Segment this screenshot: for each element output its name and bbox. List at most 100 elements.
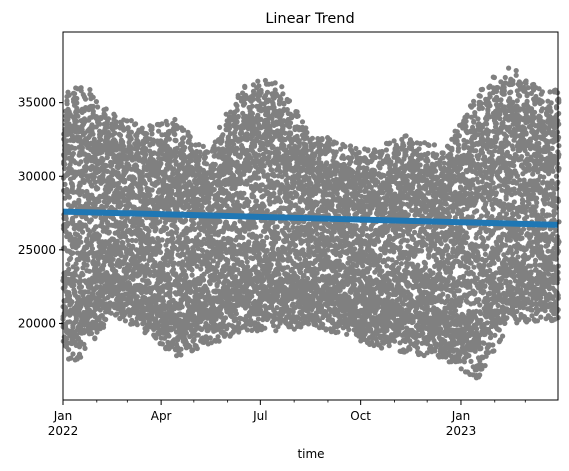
scatter-point [66,92,72,98]
scatter-point [66,194,72,200]
scatter-point [272,80,278,86]
scatter-point [189,267,195,273]
scatter-point [84,262,90,268]
scatter-point [271,323,277,329]
scatter-point [222,315,229,321]
scatter-point [70,183,76,189]
scatter-point [87,229,93,235]
scatter-point [98,136,104,143]
scatter-point [268,150,274,156]
scatter-point [95,185,101,192]
scatter-point [62,195,68,201]
scatter-point [104,155,110,161]
scatter-point [78,159,84,165]
scatter-point [128,136,134,142]
scatter-point [90,131,96,137]
scatter-point [77,182,83,188]
scatter-point [234,146,240,152]
scatter-point [71,282,77,288]
scatter-point [276,164,282,170]
chart-title: Linear Trend [265,11,354,27]
scatter-point [146,280,152,286]
scatter-point [187,134,193,140]
scatter-point [256,83,262,89]
scatter-point [87,87,93,93]
scatter-point [278,96,284,102]
scatter-point [189,272,195,278]
scatter-point [172,131,178,137]
scatter-point [246,239,252,245]
scatter-point [70,351,76,357]
scatter-point [260,168,266,175]
scatter-point [102,112,108,118]
scatter-point [80,229,86,235]
scatter-point [157,249,164,255]
scatter-point [149,187,155,193]
scatter-point [67,319,73,325]
scatter-point [74,95,80,102]
scatter-point [89,246,95,252]
scatter-point [169,188,175,194]
scatter-point [122,318,128,324]
scatter-point [275,230,281,236]
scatter-point [236,320,242,326]
scatter-point [271,190,277,197]
scatter-point [121,143,127,149]
scatter-point [249,103,255,109]
scatter-point [128,118,134,124]
scatter-point [199,248,206,254]
scatter-point [70,250,76,256]
scatter-point [166,333,172,339]
scatter-point [170,235,176,242]
scatter-point [276,271,282,277]
scatter-point [170,266,177,272]
scatter-point [95,261,101,267]
scatter-point [173,159,179,165]
scatter-point [66,347,72,353]
scatter-point [225,258,231,264]
scatter-point [178,346,184,352]
scatter-point [249,293,255,299]
scatter-point [78,278,84,284]
scatter-point [215,334,221,340]
scatter-point [194,345,200,352]
scatter-point [100,172,106,178]
scatter-point [279,84,285,90]
scatter-point [248,272,254,278]
scatter-point [199,204,205,210]
scatter-point [256,175,262,181]
scatter-point [79,189,86,195]
scatter-point [241,190,247,196]
scatter-point [280,91,286,97]
scatter-point [234,107,240,113]
scatter-point [256,152,262,158]
scatter-point [219,138,225,144]
scatter-point [141,256,147,262]
scatter-point [103,316,109,323]
scatter-point [286,98,293,104]
scatter-point [240,235,246,241]
scatter-point [91,136,97,142]
scatter-point [216,279,222,285]
scatter-point [164,122,170,128]
scatter-point [73,316,79,322]
scatter-point [64,101,70,107]
scatter-point [149,124,155,130]
scatter-point [204,175,210,181]
scatter-point [258,303,264,310]
scatter-point [179,304,185,310]
scatter-point [78,239,84,245]
scatter-point [78,88,84,94]
scatter-point [158,161,164,167]
scatter-point [104,168,111,174]
scatter-point [95,104,101,110]
scatter-point [117,132,124,138]
scatter-point [277,199,284,205]
scatter-point [212,161,218,168]
scatter-point [276,235,282,241]
scatter-point [183,274,189,280]
scatter-point [80,272,86,278]
scatter-point [169,255,175,261]
scatter-point [110,256,116,262]
